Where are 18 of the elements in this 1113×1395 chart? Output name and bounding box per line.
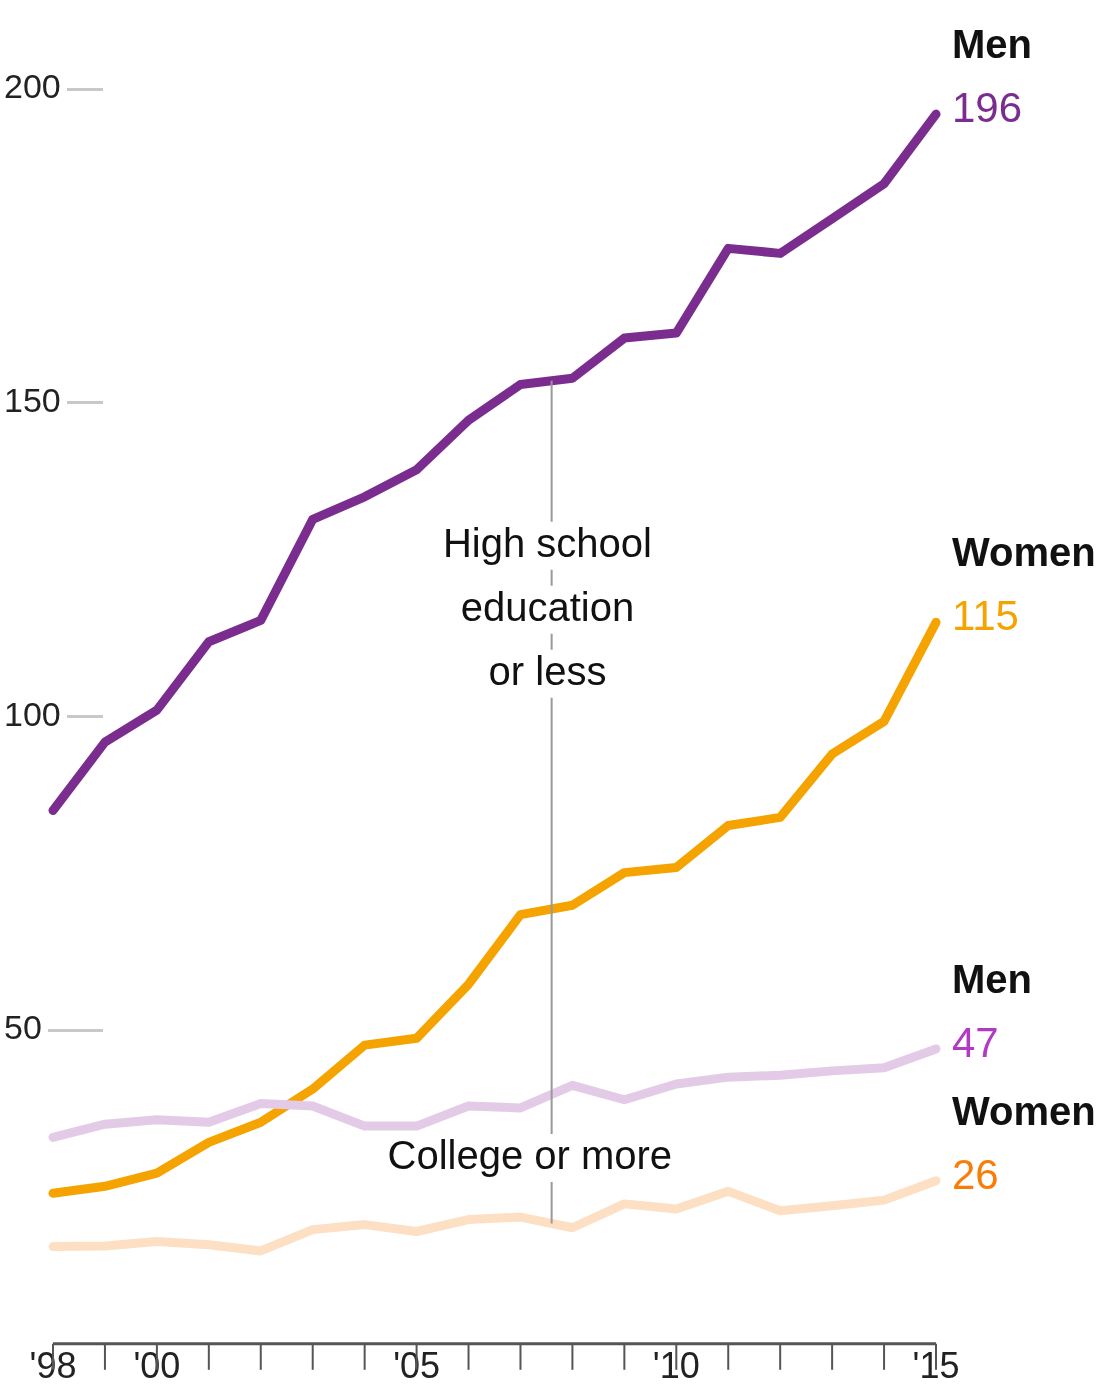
x-tick-label: '05 xyxy=(393,1345,441,1387)
y-tick-label: 150 xyxy=(4,381,61,420)
y-tick-label: 100 xyxy=(4,694,61,733)
annotation: High school education or less xyxy=(442,520,652,693)
series-label: Men xyxy=(952,22,1032,67)
data-label: 196 xyxy=(952,84,1023,132)
y-tick-label: 200 xyxy=(4,67,61,106)
series-label: Women xyxy=(952,530,1096,575)
x-tick-label: '10 xyxy=(652,1345,700,1387)
x-tick-label: '15 xyxy=(912,1345,960,1387)
x-tick-label: '00 xyxy=(133,1345,181,1387)
series-label: Women xyxy=(952,1088,1096,1133)
data-label: 26 xyxy=(952,1150,999,1198)
series-label: Men xyxy=(952,956,1032,1001)
y-tick-label: 50 xyxy=(4,1008,42,1047)
data-label: 115 xyxy=(952,592,1019,640)
annotation: College or more xyxy=(387,1133,673,1178)
data-label: 47 xyxy=(952,1018,999,1066)
